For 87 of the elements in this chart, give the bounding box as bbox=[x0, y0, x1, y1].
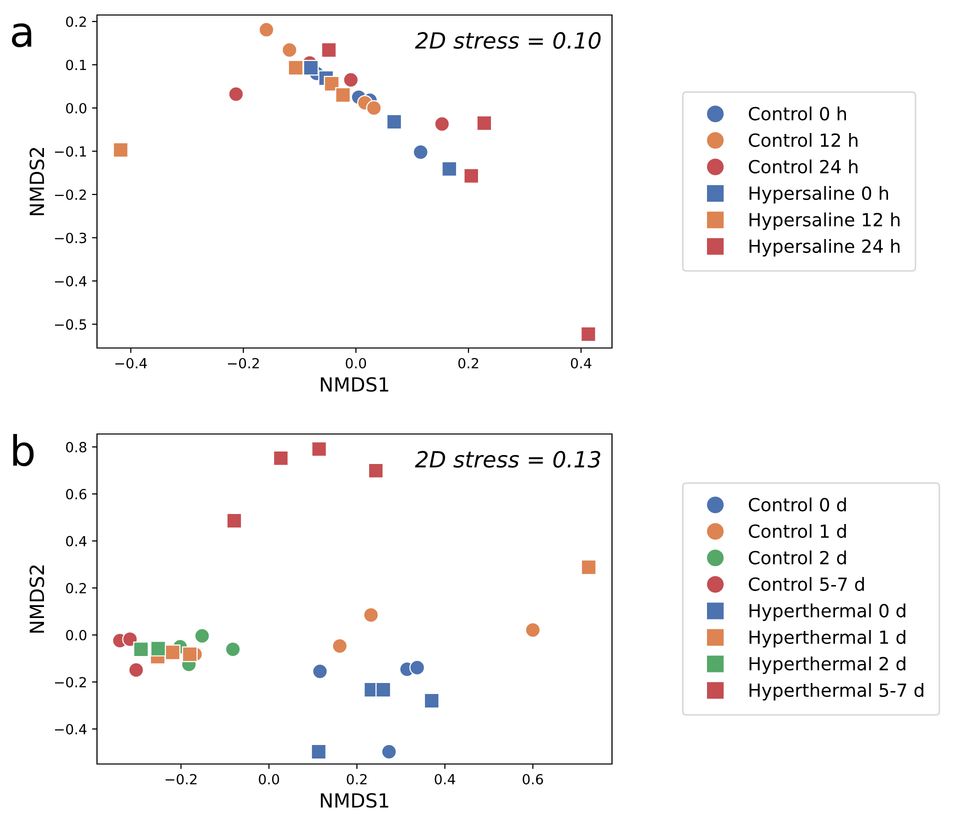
legend-label: Control 24 h bbox=[748, 160, 858, 174]
point bbox=[476, 115, 492, 131]
point bbox=[442, 161, 458, 177]
point bbox=[194, 628, 210, 644]
legend-label: Control 2 d bbox=[748, 550, 846, 564]
point bbox=[343, 72, 359, 88]
y-tick-label: 0.4 bbox=[66, 536, 86, 546]
point bbox=[409, 660, 426, 676]
point bbox=[580, 559, 597, 576]
point bbox=[386, 114, 402, 130]
y-tick-label: −0.4 bbox=[55, 724, 86, 734]
legend-label: Control 1 d bbox=[748, 524, 846, 538]
y-tick-label: 0.1 bbox=[66, 60, 86, 70]
point bbox=[258, 22, 274, 38]
legend-label: Hyperthermal 1 d bbox=[750, 630, 906, 648]
point bbox=[288, 60, 304, 76]
point bbox=[335, 87, 351, 103]
annotation: 2D stress = 0.13 bbox=[415, 450, 600, 468]
point bbox=[272, 450, 289, 466]
point bbox=[282, 42, 298, 58]
y-tick-label: 0.2 bbox=[66, 582, 86, 594]
x-tick-label: 0.4 bbox=[434, 774, 456, 784]
x-tick-label: 0.2 bbox=[458, 358, 478, 368]
point bbox=[225, 641, 241, 658]
point bbox=[434, 116, 450, 132]
x-tick-label: 0.0 bbox=[346, 358, 366, 368]
y-tick-label: 0.6 bbox=[66, 488, 86, 500]
x-tick-label: −0.2 bbox=[166, 774, 196, 784]
point bbox=[366, 100, 382, 116]
point bbox=[324, 76, 340, 92]
legend-label: Hypersaline 24 h bbox=[750, 239, 900, 256]
point bbox=[368, 462, 384, 479]
legend-label: Control 5-7 d bbox=[748, 577, 864, 591]
point bbox=[463, 168, 480, 184]
point bbox=[150, 640, 166, 656]
y-tick-label: 0.0 bbox=[66, 630, 86, 640]
point bbox=[525, 622, 541, 638]
y-tick-label: 0.8 bbox=[66, 442, 86, 452]
legend-label: Control 0 d bbox=[748, 498, 846, 512]
point bbox=[128, 662, 144, 678]
legend-label: Hyperthermal 0 d bbox=[750, 604, 906, 621]
chart-title: a bbox=[12, 23, 32, 48]
y-tick-label: −0.5 bbox=[55, 319, 86, 330]
chart-title: b bbox=[13, 434, 34, 466]
point bbox=[412, 144, 428, 160]
point bbox=[424, 692, 440, 709]
x-tick-label: −0.2 bbox=[228, 358, 259, 368]
annotation: 2D stress = 0.10 bbox=[415, 32, 601, 49]
y-tick-label: −0.1 bbox=[55, 146, 86, 157]
x-tick-label: 0.4 bbox=[570, 358, 592, 368]
x-axis-title: NMDS1 bbox=[320, 793, 388, 808]
x-tick-label: 0.0 bbox=[258, 774, 280, 784]
y-axis-title: NMDS2 bbox=[30, 565, 44, 633]
x-tick-label: −0.4 bbox=[115, 358, 147, 368]
y-tick-label: 0.0 bbox=[66, 102, 86, 114]
point bbox=[310, 744, 326, 760]
point bbox=[375, 682, 392, 698]
point bbox=[363, 607, 379, 623]
legend-label: Hyperthermal 2 d bbox=[750, 656, 906, 674]
point bbox=[332, 638, 348, 654]
point bbox=[133, 641, 149, 658]
legend-label: Hypersaline 0 h bbox=[750, 186, 888, 204]
point bbox=[321, 42, 337, 58]
y-axis-title: NMDS2 bbox=[30, 148, 44, 216]
y-tick-label: −0.2 bbox=[55, 189, 86, 200]
point bbox=[381, 744, 397, 760]
legend-label: Hyperthermal 5-7 d bbox=[750, 683, 924, 700]
x-tick-label: 0.6 bbox=[522, 774, 544, 784]
point bbox=[312, 664, 328, 680]
legend-label: Control 12 h bbox=[748, 133, 858, 147]
point bbox=[311, 441, 327, 457]
y-tick-label: −0.3 bbox=[55, 232, 86, 244]
legend-label: Hypersaline 12 h bbox=[750, 212, 900, 230]
x-tick-label: 0.2 bbox=[346, 774, 367, 784]
point bbox=[182, 646, 198, 662]
point bbox=[228, 86, 244, 102]
y-tick-label: −0.4 bbox=[55, 276, 86, 286]
y-tick-label: 0.2 bbox=[66, 16, 86, 27]
point bbox=[580, 326, 596, 342]
point bbox=[122, 631, 138, 648]
legend-label: Control 0 h bbox=[748, 106, 846, 120]
y-tick-label: −0.2 bbox=[55, 676, 86, 688]
point bbox=[112, 142, 128, 158]
point bbox=[164, 644, 180, 660]
x-axis-title: NMDS1 bbox=[320, 377, 388, 392]
point bbox=[303, 60, 319, 76]
point bbox=[226, 512, 242, 529]
